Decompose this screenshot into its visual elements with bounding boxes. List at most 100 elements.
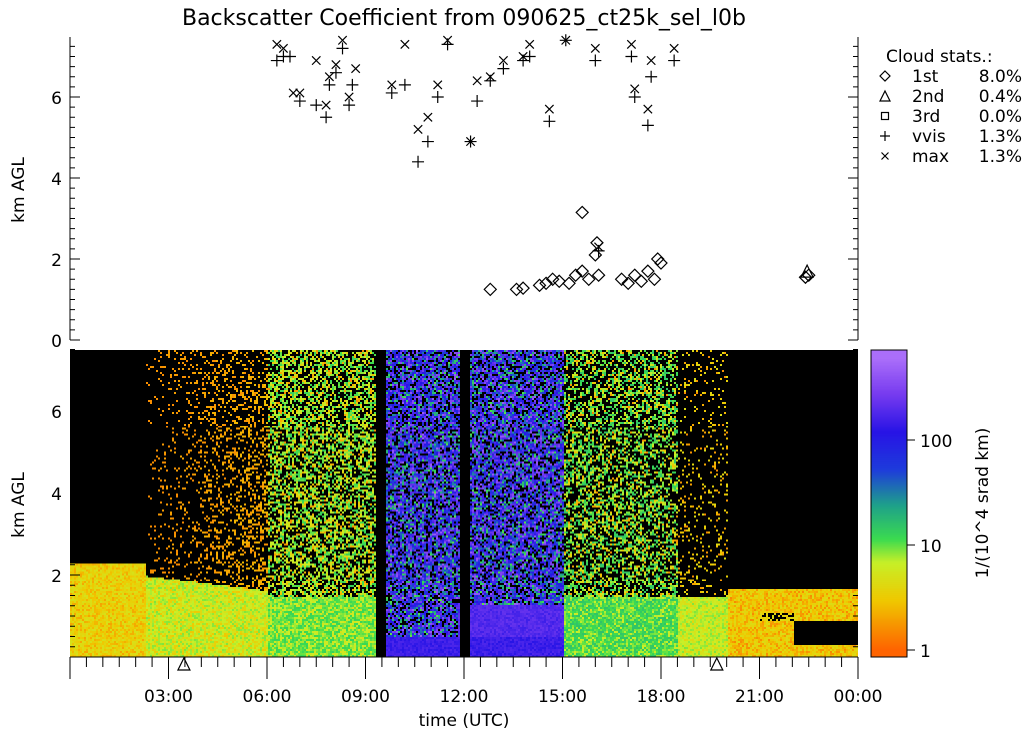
plus-marker xyxy=(336,42,349,55)
triangle-marker xyxy=(800,263,815,278)
plus-marker xyxy=(471,95,484,108)
legend-entry xyxy=(880,131,890,141)
plus-marker xyxy=(283,50,296,63)
cross-marker xyxy=(311,55,321,66)
cross-marker xyxy=(288,88,298,98)
cross-marker xyxy=(272,39,282,49)
cross-marker xyxy=(278,43,289,54)
diamond-marker xyxy=(588,248,603,262)
cross-marker xyxy=(433,80,443,90)
diamond-marker xyxy=(614,272,629,287)
top-y-tick-label: 2 xyxy=(51,251,62,271)
triangle-marker xyxy=(709,656,724,671)
cross-marker xyxy=(344,92,354,102)
chart-title: Backscatter Coefficient from 090625_ct25… xyxy=(182,6,746,31)
x-tick-label: 06:00 xyxy=(243,687,292,707)
x-tick-label: 03:00 xyxy=(144,687,193,707)
cross-marker xyxy=(525,39,535,49)
triangle-marker xyxy=(879,89,891,102)
diamond-marker xyxy=(562,276,576,291)
diamond-marker xyxy=(516,281,530,296)
cross-marker xyxy=(413,124,423,135)
plus-marker xyxy=(523,50,536,63)
cross-marker xyxy=(351,64,361,74)
top-y-tick-label: 0 xyxy=(51,332,62,352)
plus-marker xyxy=(628,91,641,103)
plus-marker xyxy=(270,54,283,67)
backscatter-heatmap xyxy=(70,350,858,657)
x-tick-label: 21:00 xyxy=(735,687,784,707)
cross-marker xyxy=(881,152,889,160)
plus-marker xyxy=(412,155,425,168)
legend-name: 2nd xyxy=(912,87,944,107)
bottom-y-tick-label: 4 xyxy=(51,485,62,505)
diamond-marker xyxy=(647,272,662,287)
cross-marker xyxy=(465,136,476,147)
diamond-marker xyxy=(575,264,590,278)
diamond-marker xyxy=(539,276,553,291)
legend-title: Cloud stats.: xyxy=(886,47,993,67)
cross-marker xyxy=(321,100,331,110)
bottom-y-tick-label: 2 xyxy=(51,567,62,587)
diamond-marker xyxy=(801,268,816,283)
diamond-marker xyxy=(568,268,583,283)
colorbar-tick-label: 10 xyxy=(920,537,942,557)
diamond-marker xyxy=(509,282,524,297)
diamond-marker xyxy=(552,274,567,289)
plus-marker xyxy=(343,99,356,112)
x-tick-label: 15:00 xyxy=(538,687,587,707)
triangle-marker xyxy=(176,656,191,671)
legend-entry xyxy=(880,111,890,121)
diamond-marker xyxy=(634,274,649,289)
cross-marker xyxy=(331,59,341,70)
plus-marker xyxy=(431,91,444,103)
colorbar-frame xyxy=(870,349,908,658)
cross-marker xyxy=(387,80,397,90)
cross-marker xyxy=(442,35,453,45)
cross-marker xyxy=(643,104,653,114)
legend-value: 1.3% xyxy=(979,127,1022,147)
plus-marker xyxy=(320,111,333,124)
legend-entry xyxy=(881,152,889,160)
cross-marker xyxy=(295,88,305,98)
top-ylabel: km AGL xyxy=(9,157,29,223)
legend-value: 1.3% xyxy=(979,147,1022,167)
bottom-ylabel: km AGL xyxy=(9,472,29,538)
legend-name: max xyxy=(912,147,949,167)
diamond-marker xyxy=(591,268,606,283)
diamond-marker xyxy=(641,264,655,278)
cross-marker xyxy=(423,112,433,122)
plus-marker xyxy=(641,119,654,132)
cross-marker xyxy=(337,35,348,45)
colorbar-tick-label: 100 xyxy=(920,432,952,452)
x-tick-label: 18:00 xyxy=(637,687,686,707)
plus-marker xyxy=(625,50,638,63)
colorbar-label: 1/(10^4 srad km) xyxy=(973,428,993,579)
plus-marker xyxy=(880,131,890,141)
cross-marker xyxy=(626,39,637,49)
legend-value: 0.0% xyxy=(979,107,1022,127)
cross-marker xyxy=(324,72,335,82)
cross-marker xyxy=(472,76,482,86)
diamond-marker xyxy=(621,276,636,291)
diamond-marker xyxy=(654,256,668,270)
plus-marker xyxy=(293,95,306,108)
cross-marker xyxy=(518,51,528,62)
colorbar xyxy=(871,350,907,657)
cross-marker xyxy=(593,242,604,252)
plus-marker xyxy=(398,78,411,91)
diamond-marker xyxy=(590,235,604,250)
cross-marker xyxy=(590,43,600,54)
cross-marker xyxy=(669,43,679,54)
plus-marker xyxy=(421,135,434,148)
x-tick-label: 09:00 xyxy=(341,687,390,707)
cross-marker xyxy=(400,39,410,49)
cross-marker xyxy=(544,104,554,114)
diamond-marker xyxy=(575,205,590,220)
square-marker xyxy=(880,111,890,121)
diamond-marker xyxy=(483,282,498,297)
diamond-marker xyxy=(650,252,665,266)
plus-marker xyxy=(645,70,658,83)
diamond-marker xyxy=(581,272,596,287)
